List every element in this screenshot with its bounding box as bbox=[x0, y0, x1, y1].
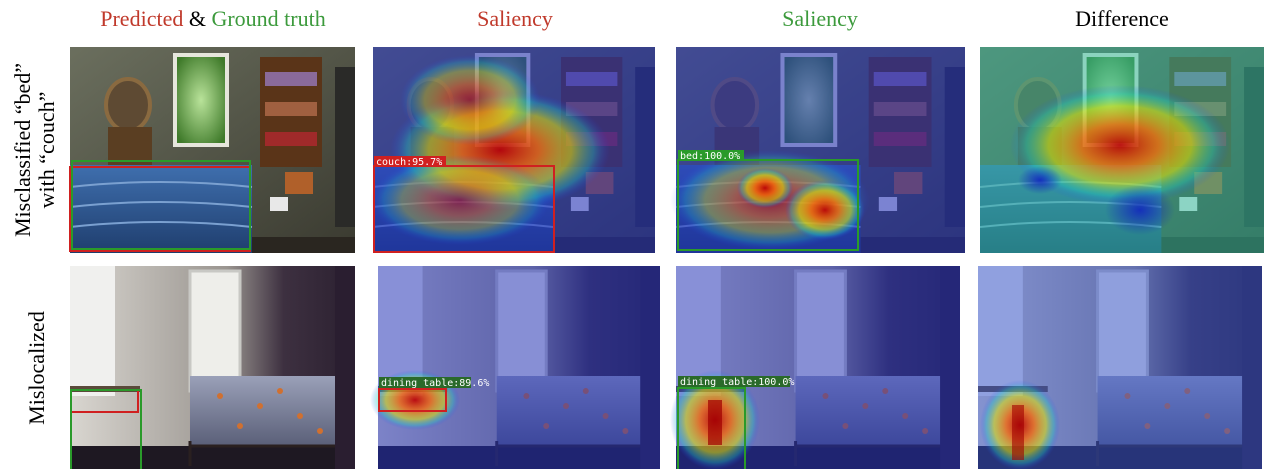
header-predicted: Predicted bbox=[100, 6, 183, 31]
box-label: dining table:89.6% bbox=[381, 378, 489, 389]
row-label: Mislocalized bbox=[24, 311, 49, 425]
header-saliency-ground-truth: Saliency bbox=[782, 6, 858, 31]
row-label: Misclassified “bed” with “couch” bbox=[10, 63, 59, 237]
panel: couch:95.7% bbox=[370, 47, 655, 253]
box-label: bed:100.0% bbox=[680, 151, 740, 162]
panel bbox=[69, 47, 355, 253]
header-saliency-predicted: Saliency bbox=[477, 6, 553, 31]
box-label: dining table:100.0% bbox=[680, 377, 794, 388]
panel bbox=[980, 47, 1264, 253]
panel: dining table:100.0% bbox=[670, 266, 960, 469]
box-label: couch:95.7% bbox=[376, 157, 442, 168]
header-ground-truth: Ground truth bbox=[211, 6, 325, 31]
header: Predicted & Ground truth bbox=[100, 6, 325, 31]
panel: dining table:89.6% bbox=[370, 266, 660, 469]
row-label-line: with “couch” bbox=[34, 92, 59, 209]
panel bbox=[978, 266, 1262, 469]
header-difference: Difference bbox=[1075, 6, 1169, 31]
row-label-line: Mislocalized bbox=[24, 311, 49, 425]
row-label-line: Misclassified “bed” bbox=[10, 63, 35, 237]
header-and: & bbox=[189, 6, 206, 31]
panel bbox=[70, 266, 355, 469]
panel: bed:100.0% bbox=[670, 47, 965, 253]
